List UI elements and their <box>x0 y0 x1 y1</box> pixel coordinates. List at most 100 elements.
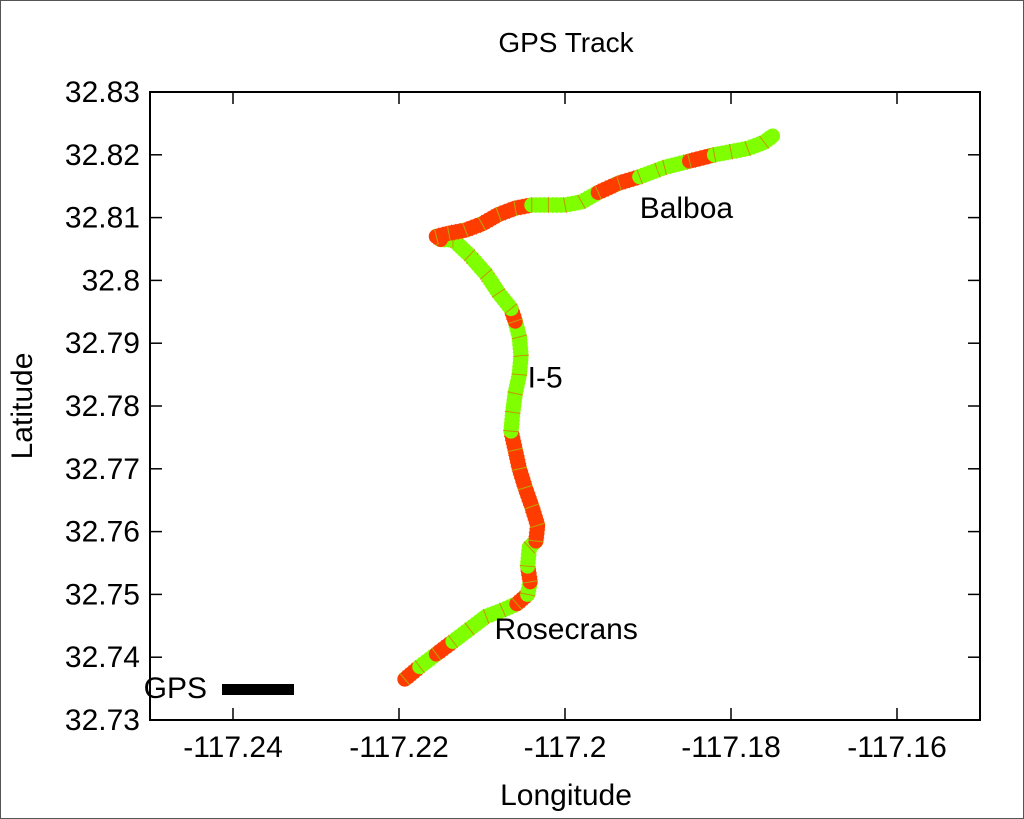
track-hatch <box>508 387 524 392</box>
track-hatch <box>520 572 537 576</box>
track-hatch <box>691 152 697 168</box>
track-hatch <box>678 155 684 172</box>
track-hatch <box>517 199 522 216</box>
chart-title: GPS Track <box>498 27 634 58</box>
track-hatch <box>527 539 544 543</box>
track-hatch <box>512 343 529 346</box>
track-hatch <box>471 259 485 271</box>
track-hatch <box>495 206 502 223</box>
track-hatch <box>447 634 459 649</box>
x-axis: -117.24 -117.22 -117.2 -117.18 -117.16 <box>183 92 947 764</box>
track-hatch <box>433 228 439 245</box>
track-hatch <box>505 440 522 445</box>
track-hatch <box>520 588 537 593</box>
track-hatch <box>484 212 494 228</box>
track-hatch <box>515 477 531 483</box>
legend-label: GPS <box>144 672 207 705</box>
track-hatch <box>451 632 462 646</box>
track-hatch <box>441 639 452 654</box>
track-hatch <box>438 227 443 244</box>
track-hatch <box>506 443 523 449</box>
gps-track-series <box>397 128 780 687</box>
track-hatch <box>511 466 528 472</box>
track-hatch <box>520 557 537 560</box>
track-hatch <box>720 145 725 162</box>
y-tick-label: 32.78 <box>65 390 140 423</box>
track-hatch <box>504 418 521 422</box>
track-hatch <box>485 278 500 289</box>
track-hatch <box>507 391 524 396</box>
track-hatch <box>424 652 435 666</box>
track-hatch <box>491 605 498 621</box>
track-hatch <box>477 265 490 277</box>
track-hatch <box>521 495 537 503</box>
track-hatch <box>608 178 616 194</box>
track-hatch <box>405 667 417 681</box>
track-hatch <box>519 561 536 564</box>
y-tick-label: 32.8 <box>82 264 140 297</box>
track-hatch <box>509 326 526 332</box>
track-hatch <box>647 165 654 181</box>
track-hatch <box>512 365 529 369</box>
y-tick-label: 32.73 <box>65 704 140 737</box>
track-hatch <box>620 174 626 190</box>
track-hatch <box>434 644 445 659</box>
track-hatch <box>624 172 631 189</box>
track-hatch <box>512 362 529 365</box>
track-hatch <box>509 379 526 385</box>
y-tick-label: 32.76 <box>65 516 140 549</box>
track-hatch <box>666 158 672 175</box>
track-hatch <box>431 647 442 661</box>
track-hatch <box>522 580 539 584</box>
track-hatch <box>703 149 709 165</box>
track-hatch <box>512 350 529 354</box>
track-hatch <box>737 142 742 159</box>
legend-swatch <box>222 684 294 695</box>
track-hatch <box>505 403 522 407</box>
track-hatch <box>470 219 477 235</box>
track-hatch <box>499 205 507 221</box>
track-hatch <box>616 175 622 191</box>
track-hatch <box>506 314 522 321</box>
track-annotations: Balboa I-5 Rosecrans <box>494 192 733 646</box>
track-hatch <box>437 642 449 656</box>
annotation-balboa: Balboa <box>640 192 734 225</box>
track-hatch <box>716 146 721 162</box>
x-tick-label: -117.16 <box>847 731 947 764</box>
track-hatch <box>470 617 482 631</box>
track-hatch <box>520 492 536 499</box>
track-hatch <box>508 383 525 389</box>
track-hatch <box>487 211 497 226</box>
track-hatch <box>764 131 775 145</box>
track-hatch <box>506 599 514 615</box>
track-hatch <box>712 146 717 163</box>
track-hatch <box>417 657 429 671</box>
track-hatch <box>501 300 516 311</box>
track-hatch <box>408 665 420 679</box>
track-hatch <box>527 514 544 521</box>
track-hatch <box>699 150 705 166</box>
track-hatch <box>643 166 651 182</box>
track-hatch <box>474 614 485 629</box>
track-hatch <box>450 224 455 241</box>
track-hatch <box>662 159 668 176</box>
track-hatch <box>468 255 482 268</box>
track-hatch <box>414 659 425 674</box>
track-hatch <box>504 410 521 414</box>
y-tick-label: 32.79 <box>65 327 140 360</box>
track-hatch <box>507 447 524 453</box>
track-hatch <box>503 426 520 429</box>
track-hatch <box>587 189 596 204</box>
track-hatch <box>597 183 606 199</box>
track-hatch <box>752 137 760 154</box>
x-tick-label: -117.18 <box>681 731 781 764</box>
track-hatch <box>480 214 490 230</box>
track-hatch <box>601 181 609 197</box>
track-hatch <box>521 576 538 580</box>
track-hatch <box>479 268 493 280</box>
track-hatch <box>517 484 533 491</box>
track-hatch <box>528 518 545 525</box>
track-hatch <box>457 627 469 641</box>
track-hatch <box>674 156 680 173</box>
track-hatch <box>523 541 536 554</box>
